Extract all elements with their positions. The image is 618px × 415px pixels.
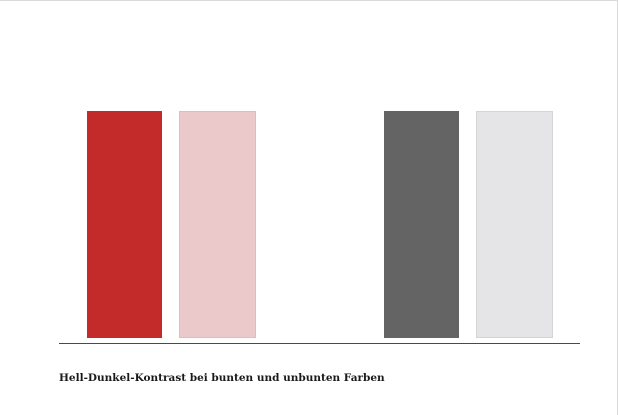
figure-caption: Hell-Dunkel-Kontrast bei bunten und unbu… [59, 372, 385, 384]
baseline-rule [59, 343, 580, 344]
swatch-dark-gray [384, 111, 459, 338]
swatch-light-gray [476, 111, 553, 338]
swatch-saturated-red [87, 111, 162, 338]
swatch-light-red [179, 111, 256, 338]
